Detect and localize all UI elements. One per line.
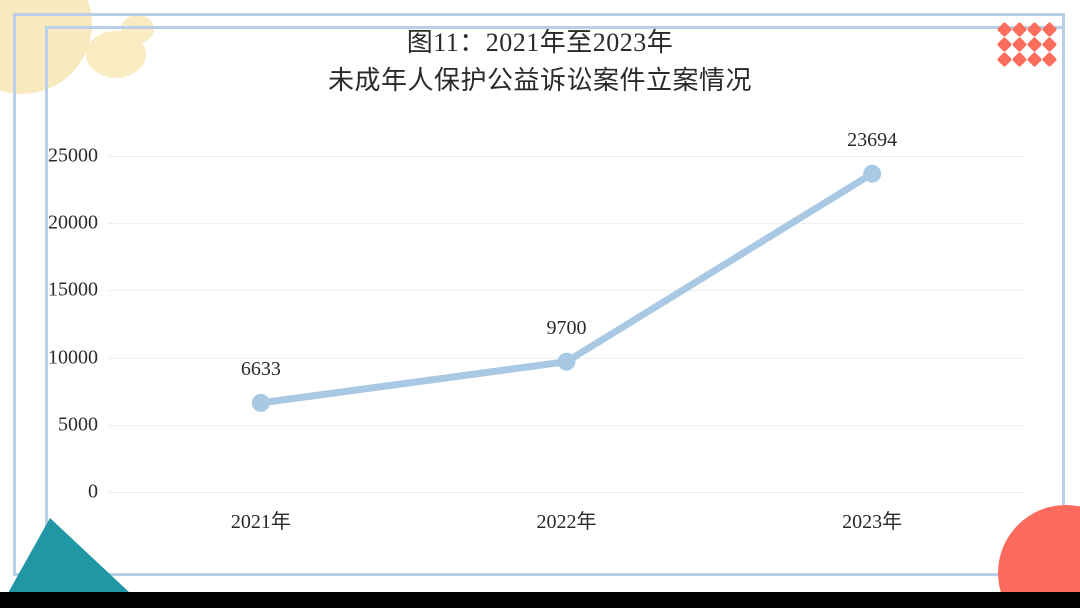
decor-triangle-teal	[8, 518, 130, 593]
decor-bottom-band	[0, 592, 1080, 608]
gridline	[108, 156, 1025, 158]
data-point-marker	[557, 352, 576, 371]
gridline	[108, 223, 1025, 225]
data-point-label: 23694	[847, 128, 898, 151]
plot-area: 6633 9700 23694	[108, 129, 1025, 493]
chart-title: 图11：2021年至2023年 未成年人保护公益诉讼案件立案情况	[0, 24, 1080, 100]
chart-title-line-1: 图11：2021年至2023年	[406, 28, 674, 57]
decor-circle-yellow-small	[121, 15, 154, 43]
data-point-marker	[863, 164, 882, 183]
y-axis-tick-label: 5000	[58, 413, 98, 436]
x-axis-tick-label: 2022年	[536, 511, 597, 533]
gridline	[108, 290, 1025, 292]
gridline	[108, 424, 1025, 426]
y-axis-tick-labels: 0 5000 10000 15000 20000 25000	[10, 136, 98, 503]
data-point-label: 6633	[240, 357, 281, 380]
data-point-label: 9700	[546, 316, 587, 339]
chart-title-line-2: 未成年人保护公益诉讼案件立案情况	[327, 66, 752, 95]
y-axis-tick-label: 10000	[48, 346, 98, 369]
y-axis-tick-label: 25000	[48, 144, 98, 167]
gridline	[108, 492, 1025, 493]
y-axis-tick-label: 20000	[48, 211, 98, 234]
line-series	[251, 164, 882, 412]
x-axis-tick-label: 2021年	[230, 511, 291, 533]
y-axis-tick-label: 0	[88, 480, 98, 503]
y-axis-tick-label: 15000	[48, 278, 98, 301]
x-axis-tick-label: 2023年	[842, 511, 903, 533]
data-point-marker	[251, 393, 270, 412]
x-axis-tick-labels: 2021年 2022年 2023年	[108, 505, 1025, 537]
